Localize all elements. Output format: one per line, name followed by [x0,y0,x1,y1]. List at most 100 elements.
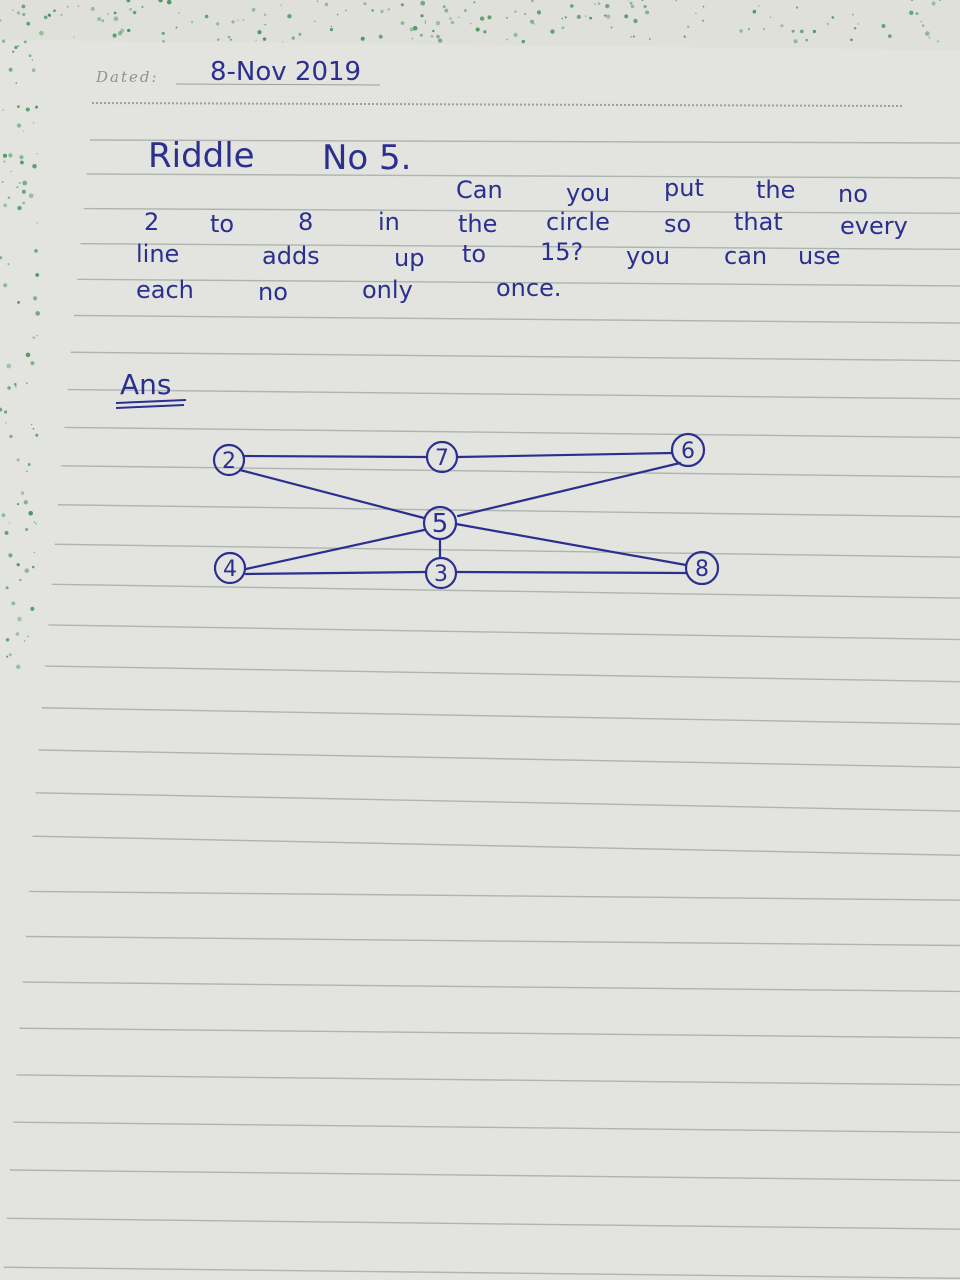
riddle-word: you [566,179,610,207]
riddle-word: put [664,174,704,202]
speckle [857,23,860,25]
node-value: 6 [681,439,695,464]
node-circle-top-right [670,432,706,468]
speckle [605,3,610,9]
edge-7-6 [456,451,674,459]
answer-diagram-nodes [212,432,720,590]
ruled-line [70,351,960,362]
node-circle-bottom-left [213,551,247,585]
ruled-line [32,835,960,857]
speckle [36,335,38,337]
speckle [936,40,940,43]
speckle [6,655,9,658]
ruled-line [16,1074,960,1086]
speckle [7,386,11,390]
riddle-word: 15? [540,238,583,266]
paper-sheet [0,40,960,1280]
speckle [23,40,27,44]
answer-diagram-lines [238,451,688,576]
speckle [411,37,414,40]
speckle [1,181,4,183]
speckle [1,39,6,43]
speckle [129,7,133,11]
speckle [25,528,29,531]
speckle [291,36,295,40]
speckle [16,11,21,15]
speckle [570,4,574,8]
speckle [371,9,374,12]
speckle [97,17,102,21]
ruled-line [38,749,960,769]
speckle [795,6,799,9]
speckle [32,163,37,169]
speckle [853,27,857,30]
speckle [17,105,20,108]
ruled-line [9,1169,960,1182]
riddle-word: 2 [144,208,159,236]
ruled-line [89,139,960,144]
speckle [436,34,440,39]
riddle-word: can [724,242,767,270]
speckle [464,9,467,12]
ruled-line [54,543,960,558]
speckle [34,249,38,253]
ruled-line [6,1217,960,1230]
speckle [483,30,487,34]
speckle [23,500,28,505]
speckle [30,423,33,426]
speckle [25,107,30,112]
speckle [298,32,302,36]
speckle [380,9,384,14]
ruled-line [45,665,960,683]
speckle [0,407,3,412]
speckle [630,35,633,38]
riddle-word: the [756,176,795,204]
speckle [8,67,13,72]
speckle [604,14,607,17]
ruled-line [13,1121,960,1134]
speckle [5,422,7,424]
riddle-title: Riddle [148,136,255,176]
speckle [28,511,33,516]
speckle [747,28,750,31]
speckle [763,28,765,30]
speckle [506,16,508,19]
speckle [336,14,339,16]
speckle [264,23,267,26]
speckle [35,433,39,437]
speckle [178,12,180,14]
speckle [10,170,12,173]
speckle [3,203,7,208]
speckle [280,4,283,6]
speckle [113,16,119,22]
riddle-word: up [394,244,424,272]
speckle [412,25,418,31]
speckle [473,1,476,4]
riddle-word: that [734,208,783,236]
speckle [27,635,29,637]
speckle [633,18,638,24]
speckle [166,0,172,5]
ruled-lines [3,139,960,1280]
speckle [7,196,11,199]
riddle-word: adds [262,242,320,270]
speckle [643,5,647,9]
speckle [141,5,144,9]
speckle [31,68,36,72]
speckle [28,193,34,199]
speckle [19,578,22,582]
speckle [227,35,231,39]
speckle [15,632,20,636]
speckle [26,470,28,472]
speckle [922,24,925,27]
ruled-line [61,465,960,478]
ruled-line [80,242,960,251]
speckle [263,13,267,16]
ruled-line [77,278,960,287]
riddle-text: Can you put the no 2 to 8 in the circle … [136,174,908,306]
node-value: 3 [434,562,448,587]
speckle [107,13,109,15]
riddle-word: to [462,240,486,268]
speckle [161,31,165,35]
riddle-word: circle [546,208,610,236]
